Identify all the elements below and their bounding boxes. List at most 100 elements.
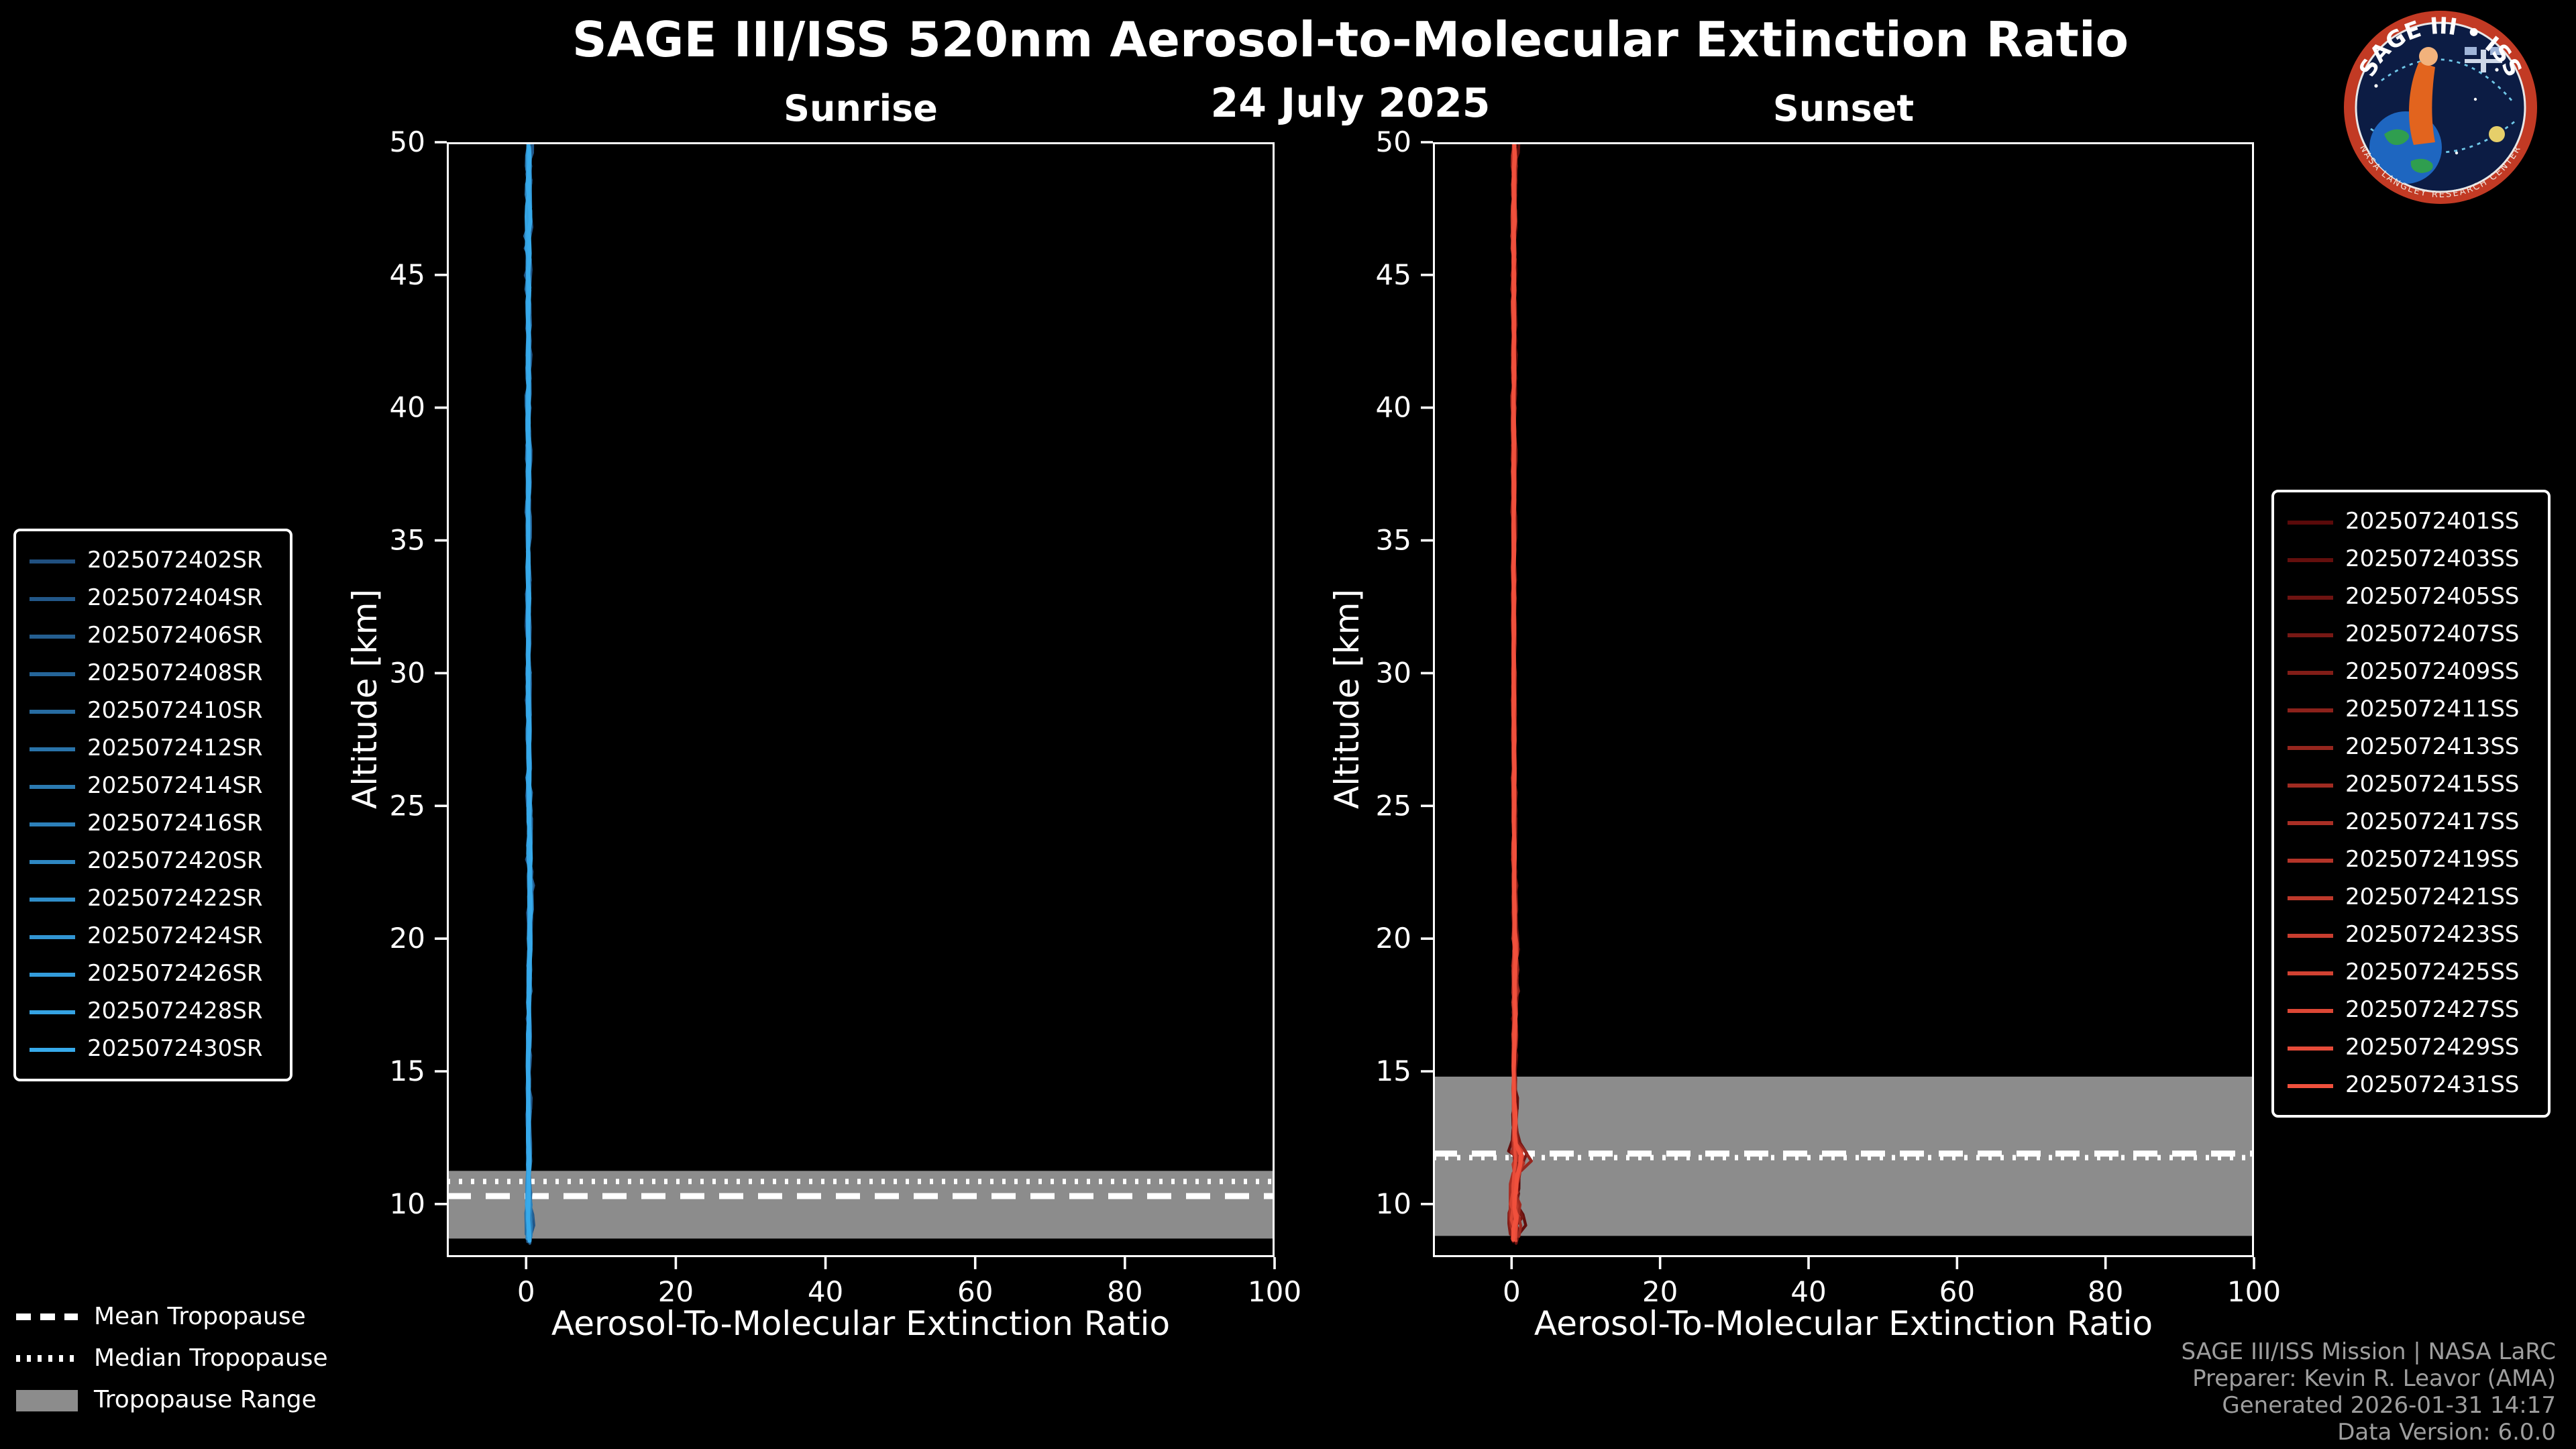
legend-item: 2025072403SS bbox=[2274, 541, 2548, 578]
legend-item: 2025072421SS bbox=[2274, 879, 2548, 916]
legend-item: 2025072413SS bbox=[2274, 729, 2548, 766]
legend-line-swatch bbox=[30, 784, 75, 788]
legend-line-swatch bbox=[2288, 670, 2333, 674]
svg-text:40: 40 bbox=[390, 391, 425, 424]
legend-item: 2025072430SR bbox=[16, 1030, 290, 1068]
legend-label: 2025072405SS bbox=[2345, 584, 2520, 610]
legend-line-swatch bbox=[2288, 820, 2333, 824]
legend-label: 2025072403SS bbox=[2345, 546, 2520, 573]
legend-label: 2025072412SR bbox=[87, 735, 263, 762]
x-axis-label-sunrise: Aerosol-To-Molecular Extinction Ratio bbox=[551, 1304, 1171, 1343]
svg-text:10: 10 bbox=[1376, 1187, 1411, 1220]
footer-credits: SAGE III/ISS Mission | NASA LaRC Prepare… bbox=[2181, 1339, 2556, 1446]
legend-label: 2025072416SR bbox=[87, 810, 263, 837]
dotted-line-swatch bbox=[16, 1355, 78, 1362]
svg-text:20: 20 bbox=[1376, 922, 1411, 955]
svg-text:45: 45 bbox=[1376, 258, 1411, 291]
legend-label: 2025072408SR bbox=[87, 660, 263, 687]
legend-item: 2025072416SR bbox=[16, 805, 290, 843]
credit-mission: SAGE III/ISS Mission | NASA LaRC bbox=[2181, 1339, 2556, 1366]
legend-line-swatch bbox=[30, 709, 75, 713]
svg-text:30: 30 bbox=[1376, 656, 1411, 689]
legend-label: 2025072427SS bbox=[2345, 997, 2520, 1024]
legend-label: 2025072409SS bbox=[2345, 659, 2520, 686]
legend-item: 2025072431SS bbox=[2274, 1067, 2548, 1104]
profile-line bbox=[1511, 144, 1523, 1242]
legend-item: 2025072422SR bbox=[16, 880, 290, 918]
svg-text:20: 20 bbox=[390, 922, 425, 955]
svg-text:60: 60 bbox=[1939, 1275, 1975, 1308]
profile-lines bbox=[1507, 142, 1533, 1245]
legend-label: Median Tropopause bbox=[94, 1344, 328, 1373]
svg-text:40: 40 bbox=[1376, 391, 1411, 424]
legend-label: 2025072407SS bbox=[2345, 621, 2520, 648]
legend-line-swatch bbox=[2288, 896, 2333, 900]
logo-robed-figure bbox=[2409, 62, 2435, 145]
svg-text:15: 15 bbox=[390, 1055, 425, 1087]
legend-label: 2025072410SR bbox=[87, 698, 263, 724]
legend-item: 2025072408SR bbox=[16, 655, 290, 692]
legend-line-swatch bbox=[2288, 1083, 2333, 1087]
legend-label: 2025072425SS bbox=[2345, 959, 2520, 986]
legend-label: 2025072413SS bbox=[2345, 734, 2520, 761]
legend-item: 2025072405SS bbox=[2274, 578, 2548, 616]
svg-text:40: 40 bbox=[1790, 1275, 1826, 1308]
legend-item: 2025072410SR bbox=[16, 692, 290, 730]
svg-text:50: 50 bbox=[390, 125, 425, 158]
legend-item: 2025072419SS bbox=[2274, 841, 2548, 879]
y-axis-label-sunset: Altitude [km] bbox=[1328, 589, 1366, 809]
svg-text:10: 10 bbox=[390, 1187, 425, 1220]
svg-text:20: 20 bbox=[658, 1275, 694, 1308]
credit-data-version: Data Version: 6.0.0 bbox=[2337, 1419, 2556, 1446]
gray-patch-swatch bbox=[16, 1389, 78, 1411]
legend-item: 2025072404SR bbox=[16, 580, 290, 617]
legend-item: 2025072414SR bbox=[16, 767, 290, 805]
logo-orbit-arc bbox=[2381, 58, 2514, 103]
y-axis-label-sunrise: Altitude [km] bbox=[345, 589, 384, 809]
legend-label: 2025072406SR bbox=[87, 623, 263, 649]
legend-item: 2025072423SS bbox=[2274, 916, 2548, 954]
legend-label: 2025072401SS bbox=[2345, 508, 2520, 535]
legend-line-swatch bbox=[2288, 933, 2333, 937]
legend-line-swatch bbox=[30, 596, 75, 600]
sunrise-legend: 2025072402SR 2025072404SR 2025072406SR 2025… bbox=[13, 529, 292, 1081]
axes-border bbox=[1433, 142, 2254, 1257]
legend-line-swatch bbox=[2288, 1046, 2333, 1050]
legend-label: 2025072414SR bbox=[87, 773, 263, 800]
svg-text:0: 0 bbox=[1503, 1275, 1521, 1308]
legend-label: Mean Tropopause bbox=[94, 1303, 306, 1331]
legend-item: 2025072409SS bbox=[2274, 653, 2548, 691]
legend-item: 2025072429SS bbox=[2274, 1029, 2548, 1067]
legend-label: 2025072430SR bbox=[87, 1036, 263, 1063]
legend-label: 2025072422SR bbox=[87, 885, 263, 912]
svg-text:60: 60 bbox=[957, 1275, 993, 1308]
legend-item: 2025072425SS bbox=[2274, 954, 2548, 991]
logo-moon bbox=[2489, 126, 2505, 142]
svg-text:80: 80 bbox=[1107, 1275, 1142, 1308]
legend-line-swatch bbox=[30, 1047, 75, 1051]
legend-label: 2025072431SS bbox=[2345, 1072, 2520, 1099]
legend-label: 2025072424SR bbox=[87, 923, 263, 950]
legend-line-swatch bbox=[30, 934, 75, 938]
legend-item: 2025072424SR bbox=[16, 918, 290, 955]
legend-label: 2025072404SR bbox=[87, 585, 263, 612]
dashed-line-swatch bbox=[16, 1313, 78, 1320]
svg-text:30: 30 bbox=[390, 656, 425, 689]
svg-text:80: 80 bbox=[2088, 1275, 2123, 1308]
legend-label: 2025072402SR bbox=[87, 547, 263, 574]
legend-item: 2025072407SS bbox=[2274, 616, 2548, 653]
sage-iss-mission-patch: SAGE III • ISS NASA LANGLEY RESEARCH CEN… bbox=[2344, 11, 2537, 204]
svg-text:100: 100 bbox=[2227, 1275, 2281, 1308]
svg-text:100: 100 bbox=[1248, 1275, 1301, 1308]
legend-line-swatch bbox=[2288, 708, 2333, 712]
legend-item: 2025072412SR bbox=[16, 730, 290, 767]
legend-item-median-tropopause: Median Tropopause bbox=[16, 1338, 328, 1379]
legend-line-swatch bbox=[30, 1010, 75, 1014]
sunset-plot: 0 20 40 60 80 100 10 15 20 25 30 35 40 45 50 bbox=[1376, 125, 2282, 1308]
legend-label: 2025072417SS bbox=[2345, 809, 2520, 836]
profile-lines bbox=[523, 142, 535, 1245]
svg-text:25: 25 bbox=[390, 789, 425, 822]
svg-text:35: 35 bbox=[1376, 524, 1411, 557]
date-subtitle: 24 July 2025 bbox=[1210, 80, 1491, 127]
